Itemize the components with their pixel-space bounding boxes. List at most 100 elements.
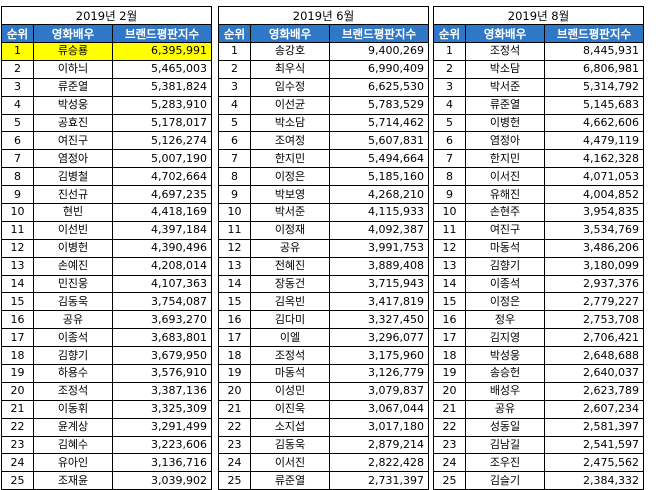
actor-name-cell: 김동욱 [33, 292, 113, 312]
index-value-cell: 4,115,933 [328, 203, 430, 222]
index-value-cell: 3,889,408 [328, 256, 430, 276]
table-row: 23 김남길 2,541,597 [433, 435, 645, 455]
actor-name-cell: 임수정 [250, 77, 330, 97]
actor-name-cell: 이선균 [250, 95, 330, 115]
actor-name-cell: 소지섭 [250, 417, 330, 437]
index-value-cell: 4,390,496 [111, 238, 213, 258]
actor-name-cell: 박서준 [250, 203, 330, 222]
rank-cell: 15 [1, 292, 34, 312]
actor-name-cell: 공유 [250, 238, 330, 258]
actor-name-cell: 이하늬 [33, 59, 113, 79]
index-value-cell: 4,418,169 [111, 203, 213, 222]
index-value-cell: 3,683,801 [111, 328, 213, 348]
period-title: 2019년 6월 [217, 6, 430, 25]
header-row: 순위 영화배우 브랜드평판지수 [1, 24, 213, 43]
actor-name-cell: 하용수 [33, 364, 113, 383]
actor-name-cell: 김동욱 [250, 435, 330, 455]
rank-cell: 19 [218, 364, 251, 383]
actor-name-cell: 한지민 [250, 149, 330, 169]
index-value-cell: 6,395,991 [111, 42, 213, 61]
table-row: 17 이엘 3,296,077 [218, 328, 430, 348]
table-row: 12 마동석 3,486,206 [433, 238, 645, 258]
table-row: 4 박성웅 5,283,910 [1, 95, 213, 115]
rank-cell: 16 [1, 310, 34, 330]
table-row: 20 배성우 2,623,789 [433, 381, 645, 401]
index-value-cell: 5,465,003 [111, 59, 213, 79]
header-row: 순위 영화배우 브랜드평판지수 [218, 24, 430, 43]
table-row: 11 여진구 3,534,769 [433, 220, 645, 240]
actor-name-cell: 김슬기 [465, 471, 545, 490]
rank-cell: 1 [433, 42, 466, 61]
rank-cell: 1 [218, 42, 251, 61]
table-row: 20 조정석 3,387,136 [1, 381, 213, 401]
actor-name-cell: 류승룡 [33, 42, 113, 61]
header-row: 순위 영화배우 브랜드평판지수 [433, 24, 645, 43]
index-value-cell: 5,494,664 [328, 149, 430, 169]
index-value-cell: 5,607,831 [328, 131, 430, 151]
index-value-cell: 5,783,529 [328, 95, 430, 115]
index-value-cell: 2,822,428 [328, 453, 430, 473]
rank-cell: 10 [1, 203, 34, 222]
rank-cell: 3 [433, 77, 466, 97]
rank-cell: 2 [1, 59, 34, 79]
actor-name-cell: 김병철 [33, 167, 113, 187]
table-row: 6 조여정 5,607,831 [218, 131, 430, 151]
index-value-cell: 3,576,910 [111, 364, 213, 383]
rank-header: 순위 [1, 24, 34, 43]
ranking-table-feb: 2019년 2월 순위 영화배우 브랜드평판지수 1 류승룡 6,395,991 2 이… [0, 6, 213, 490]
actor-name-cell: 류준열 [250, 471, 330, 490]
rank-cell: 14 [218, 274, 251, 294]
table-row: 21 이동휘 3,325,309 [1, 399, 213, 419]
table-row: 11 이선빈 4,397,184 [1, 220, 213, 240]
rank-cell: 11 [218, 220, 251, 240]
actor-name-cell: 이정재 [250, 220, 330, 240]
actor-name-cell: 진선규 [33, 185, 113, 205]
table-row: 10 현빈 4,418,169 [1, 203, 213, 222]
rank-cell: 10 [433, 203, 466, 222]
ranking-table-aug: 2019년 8월 순위 영화배우 브랜드평판지수 1 조정석 8,445,931 2 박… [432, 6, 645, 490]
actor-name-cell: 조정석 [465, 42, 545, 61]
table-row: 23 김동욱 2,879,214 [218, 435, 430, 455]
actor-name-cell: 현빈 [33, 203, 113, 222]
table-row: 17 김지영 2,706,421 [433, 328, 645, 348]
table-row: 6 염정아 4,479,119 [433, 131, 645, 151]
rank-cell: 14 [1, 274, 34, 294]
table-body: 1 조정석 8,445,931 2 박소담 6,806,981 3 박서준 5,314,792 4… [433, 42, 645, 490]
rank-cell: 23 [218, 435, 251, 455]
rank-cell: 15 [433, 292, 466, 312]
table-row: 15 김옥빈 3,417,819 [218, 292, 430, 312]
rank-cell: 16 [433, 310, 466, 330]
index-value-cell: 8,445,931 [543, 42, 645, 61]
actor-name-cell: 박성웅 [465, 346, 545, 366]
rank-cell: 7 [218, 149, 251, 169]
index-value-cell: 4,662,606 [543, 113, 645, 133]
rank-cell: 18 [218, 346, 251, 366]
index-value-cell: 2,640,037 [543, 364, 645, 383]
actor-name-cell: 김향기 [465, 256, 545, 276]
index-value-cell: 3,136,716 [111, 453, 213, 473]
ranking-table-jun: 2019년 6월 순위 영화배우 브랜드평판지수 1 송강호 9,400,269 2 최… [217, 6, 430, 490]
index-value-cell: 4,092,387 [328, 220, 430, 240]
index-value-cell: 2,607,234 [543, 399, 645, 419]
rank-cell: 20 [433, 381, 466, 401]
table-row: 18 김향기 3,679,950 [1, 346, 213, 366]
index-value-cell: 3,534,769 [543, 220, 645, 240]
table-row: 17 이종석 3,683,801 [1, 328, 213, 348]
actor-name-cell: 공유 [33, 310, 113, 330]
rank-cell: 5 [1, 113, 34, 133]
table-row: 12 이병헌 4,390,496 [1, 238, 213, 258]
rank-cell: 25 [218, 471, 251, 490]
actor-name-cell: 박소담 [465, 59, 545, 79]
actor-name-cell: 김다미 [250, 310, 330, 330]
rank-cell: 17 [218, 328, 251, 348]
rank-header: 순위 [218, 24, 251, 43]
index-value-cell: 3,693,270 [111, 310, 213, 330]
rank-cell: 6 [218, 131, 251, 151]
index-value-cell: 3,079,837 [328, 381, 430, 401]
table-body: 1 류승룡 6,395,991 2 이하늬 5,465,003 3 류준열 5,381,824 4… [1, 42, 213, 490]
actor-name-cell: 이진욱 [250, 399, 330, 419]
table-body: 1 송강호 9,400,269 2 최우식 6,990,409 3 임수정 6,625,530 4… [218, 42, 430, 490]
index-value-cell: 5,283,910 [111, 95, 213, 115]
actor-name-cell: 송승헌 [465, 364, 545, 383]
rank-cell: 13 [433, 256, 466, 276]
